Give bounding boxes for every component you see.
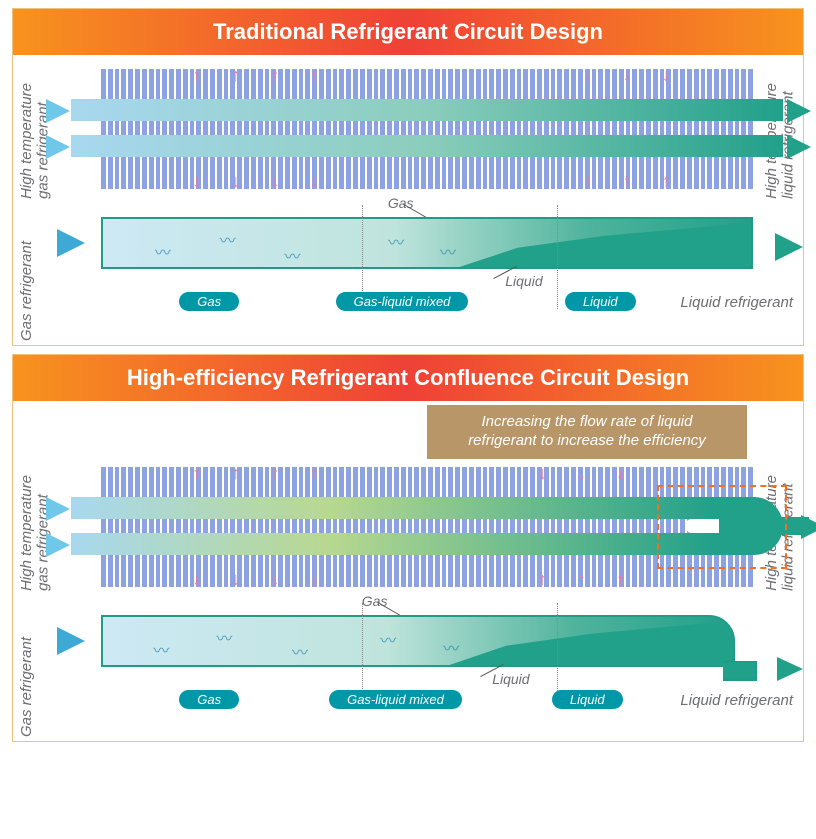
pipe: 〰 〰 〰 〰 〰: [101, 217, 753, 269]
arrow-out-conf: [801, 515, 816, 539]
chip-mixed2: Gas-liquid mixed: [329, 690, 462, 709]
arrow-in-pipe: [57, 229, 85, 257]
label-right-bot: Liquid refrigerant: [680, 294, 793, 311]
arrow-in-1b: [46, 497, 70, 521]
highlight-box: [657, 485, 787, 569]
label-left-bot: Gas refrigerant: [19, 241, 36, 341]
arrow-in-2: [46, 135, 70, 159]
pipe-outlet: [723, 661, 757, 681]
pipe2: 〰 〰 〰 〰 〰: [101, 615, 735, 667]
arrow-out-1: [787, 99, 811, 123]
panel2-body: Increasing the flow rate of liquidrefrig…: [13, 401, 803, 741]
chip-gas2: Gas: [179, 690, 239, 709]
wave-icon: 〰: [440, 239, 456, 263]
liquid-annot: Liquid: [505, 273, 542, 289]
conf-tube-a: [71, 497, 715, 519]
tube-2: [71, 135, 783, 157]
wave-icon: 〰: [443, 635, 459, 659]
label-left-bot2: Gas refrigerant: [19, 637, 36, 737]
panel1-title: Traditional Refrigerant Circuit Design: [13, 9, 803, 55]
callout: Increasing the flow rate of liquidrefrig…: [427, 405, 747, 459]
tube-1: [71, 99, 783, 121]
wave-icon: 〰: [292, 639, 308, 663]
chip-mixed: Gas-liquid mixed: [336, 292, 469, 311]
pipe-diagram2: Gas 〰 〰 〰 〰 〰 Liquid Gas Gas-liquid mixe…: [101, 603, 753, 683]
liquid-fill2: [450, 617, 734, 665]
arrow-out-pipe: [775, 233, 803, 261]
chip-liquid: Liquid: [565, 292, 636, 311]
pipe-diagram: Gas 〰 〰 〰 〰 〰 Liquid Gas Gas-liquid mixe…: [101, 205, 753, 285]
confluence-tubes: [71, 497, 753, 555]
wave-icon: 〰: [155, 239, 171, 263]
arrow-out-pipe2: [777, 657, 803, 681]
conf-tube-b: [71, 533, 715, 555]
panel2-title: High-efficiency Refrigerant Confluence C…: [13, 355, 803, 401]
wave-icon: 〰: [220, 227, 236, 251]
wave-icon: 〰: [380, 627, 396, 651]
fin-diagram: ↑↑↑↑↓↓↓↓↓↓↓↑↑↑: [101, 69, 753, 189]
liquid-fill: [459, 219, 751, 267]
panel1-body: High temperaturegas refrigerant High tem…: [13, 55, 803, 345]
panel-confluence: High-efficiency Refrigerant Confluence C…: [12, 354, 804, 742]
chip-liquid2: Liquid: [552, 690, 623, 709]
panel-traditional: Traditional Refrigerant Circuit Design H…: [12, 8, 804, 346]
arrow-in-2b: [46, 533, 70, 557]
phase-row: Gas Gas-liquid mixed Liquid: [101, 292, 753, 311]
label-right-bot2: Liquid refrigerant: [680, 692, 793, 709]
fin-diagram2: ↑↑↑↑↓↓↓↓↓↓↓↑↑↑: [101, 467, 753, 587]
liquid-annot2: Liquid: [492, 671, 529, 687]
wave-icon: 〰: [216, 625, 232, 649]
wave-icon: 〰: [388, 229, 404, 253]
chip-gas: Gas: [179, 292, 239, 311]
phase-row2: Gas Gas-liquid mixed Liquid: [101, 690, 753, 709]
wave-icon: 〰: [284, 243, 300, 267]
arrow-in-pipe2: [57, 627, 85, 655]
arrow-out-2: [787, 135, 811, 159]
arrow-in-1: [46, 99, 70, 123]
wave-icon: 〰: [153, 637, 169, 661]
